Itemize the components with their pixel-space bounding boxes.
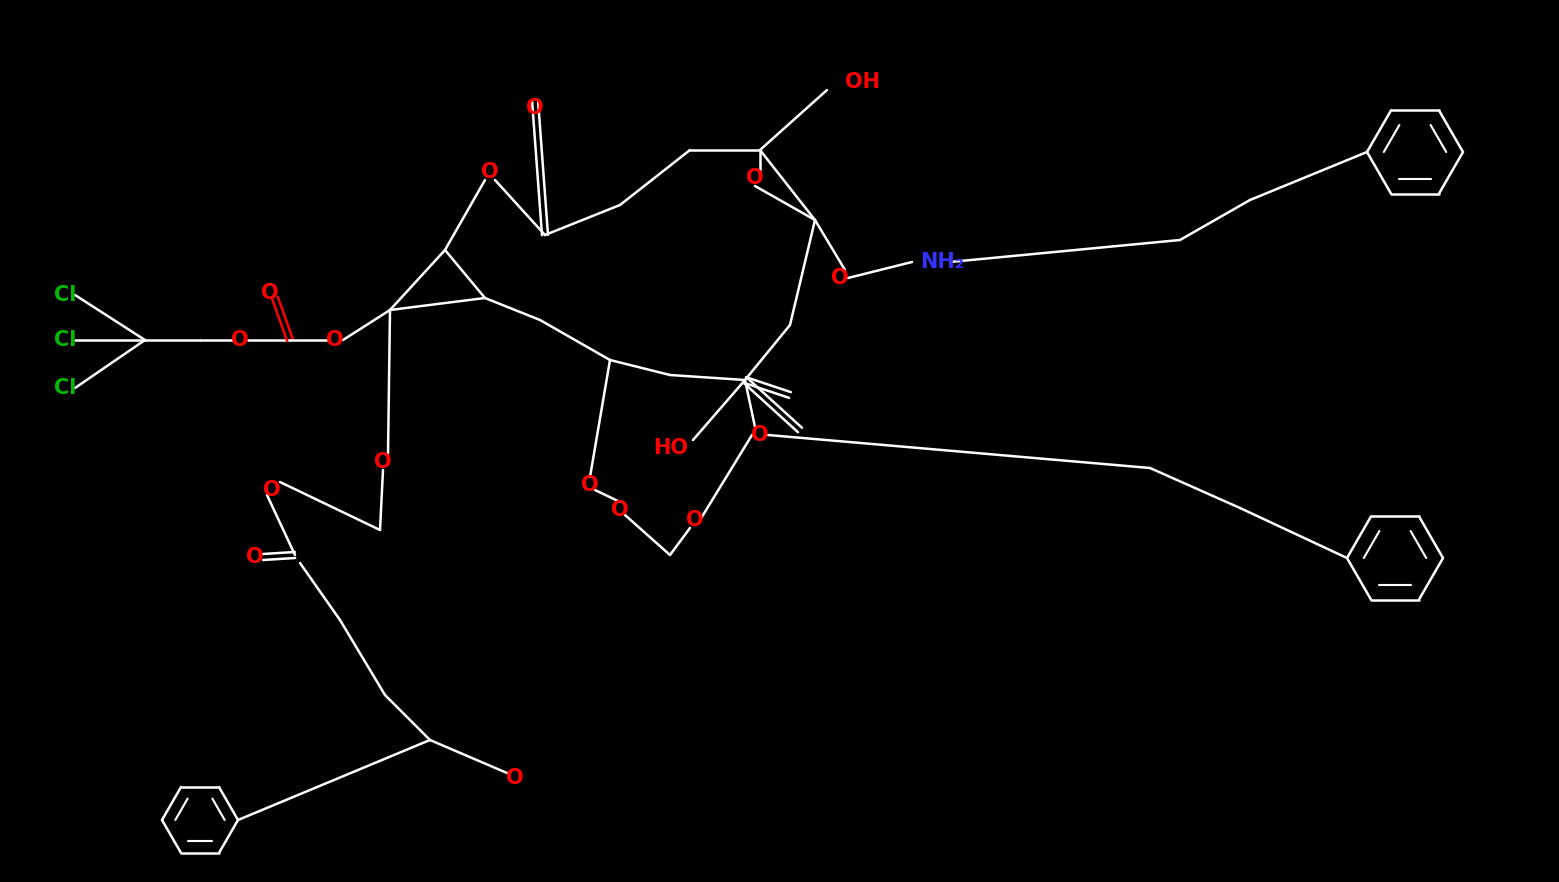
- Text: O: O: [507, 768, 524, 788]
- Text: Cl: Cl: [55, 378, 76, 398]
- Text: NH₂: NH₂: [920, 252, 963, 272]
- Text: Cl: Cl: [55, 330, 76, 350]
- Text: O: O: [611, 500, 628, 520]
- Text: O: O: [246, 547, 263, 567]
- Text: O: O: [326, 330, 345, 350]
- Text: O: O: [831, 268, 848, 288]
- Text: O: O: [751, 425, 769, 445]
- Text: O: O: [747, 168, 764, 188]
- Text: OH: OH: [845, 72, 879, 92]
- Text: HO: HO: [653, 438, 688, 458]
- Text: O: O: [374, 452, 391, 472]
- Text: O: O: [686, 510, 703, 530]
- Text: O: O: [582, 475, 599, 495]
- Text: O: O: [262, 283, 279, 303]
- Text: O: O: [527, 98, 544, 118]
- Text: O: O: [231, 330, 249, 350]
- Text: O: O: [263, 480, 281, 500]
- Text: O: O: [482, 162, 499, 182]
- Text: Cl: Cl: [55, 285, 76, 305]
